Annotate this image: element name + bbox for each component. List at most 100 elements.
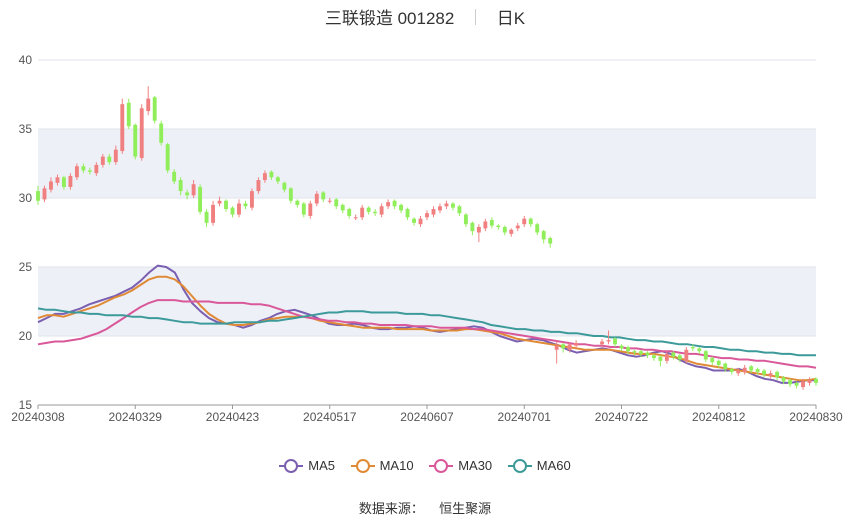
y-tick-label: 30 xyxy=(19,191,33,205)
candle-body xyxy=(360,207,365,218)
grid-band xyxy=(38,267,816,336)
candle-body xyxy=(275,177,280,182)
candle-body xyxy=(386,202,391,207)
candle-body xyxy=(723,363,728,370)
candle-body xyxy=(749,366,754,371)
candle-body xyxy=(762,370,767,375)
candle-body xyxy=(671,352,676,357)
candle-body xyxy=(509,229,514,234)
candle-body xyxy=(528,218,533,225)
candle-body xyxy=(81,166,86,171)
candle-body xyxy=(768,373,773,377)
candle-body xyxy=(600,341,604,345)
y-tick-label: 35 xyxy=(19,122,33,136)
candle-body xyxy=(716,360,721,365)
candle-body xyxy=(185,192,190,196)
candle-body xyxy=(807,380,812,383)
candle-body xyxy=(677,355,682,360)
candle-body xyxy=(632,351,637,353)
legend-item-ma10[interactable]: MA10 xyxy=(350,458,414,473)
candle-body xyxy=(710,358,715,363)
legend-item-ma30[interactable]: MA30 xyxy=(429,458,492,473)
candle-body xyxy=(690,347,695,349)
candle-body xyxy=(788,380,793,385)
candle-body xyxy=(198,186,203,212)
candle-body xyxy=(697,348,702,352)
candle-body xyxy=(211,204,215,223)
period-label: 日K xyxy=(496,9,526,28)
x-tick-label: 20240812 xyxy=(692,410,746,424)
candle-body xyxy=(541,231,546,240)
candle-body xyxy=(476,226,481,233)
candle-body xyxy=(68,175,73,187)
x-tick-label: 20240517 xyxy=(303,410,357,424)
candle-body xyxy=(327,200,332,202)
legend-marker-icon xyxy=(429,458,454,473)
candle-body xyxy=(178,180,183,192)
candle-body xyxy=(619,345,624,349)
candle-body xyxy=(613,338,617,345)
candle-body xyxy=(288,188,293,201)
candle-body xyxy=(645,352,650,356)
candle-body xyxy=(664,353,669,361)
candle-body xyxy=(814,378,818,383)
candle-body xyxy=(74,166,79,178)
x-tick-label: 20240423 xyxy=(206,410,260,424)
candle-body xyxy=(49,181,53,190)
y-tick-label: 15 xyxy=(19,398,33,412)
candle-body xyxy=(496,225,501,227)
x-tick-label: 20240701 xyxy=(498,410,552,424)
candle-body xyxy=(379,206,384,215)
candle-body xyxy=(159,123,164,143)
candle-body xyxy=(87,170,92,172)
candle-body xyxy=(606,340,611,342)
grid-band xyxy=(38,129,816,198)
candle-body xyxy=(483,221,488,229)
candle-body xyxy=(781,377,786,382)
candle-body xyxy=(431,209,436,215)
candle-body xyxy=(444,203,449,207)
candle-body xyxy=(626,347,630,352)
candle-body xyxy=(639,351,643,354)
chart-title: 三联锻造 001282 日K xyxy=(0,4,850,29)
candle-body xyxy=(703,351,708,360)
candle-body xyxy=(146,98,151,112)
candle-body xyxy=(489,220,494,226)
candle-body xyxy=(191,184,196,196)
candle-body xyxy=(126,102,131,127)
legend-item-ma60[interactable]: MA60 xyxy=(507,458,571,473)
candle-body xyxy=(651,355,656,359)
candle-body xyxy=(736,370,741,374)
candle-body xyxy=(438,206,442,211)
legend-label: MA60 xyxy=(536,458,571,473)
candle-body xyxy=(230,207,235,215)
legend-marker-icon xyxy=(350,458,375,473)
candle-body xyxy=(165,144,170,171)
data-source: 数据来源： 恒生聚源 xyxy=(0,498,850,517)
candle-body xyxy=(405,209,410,218)
candle-body xyxy=(61,177,66,187)
candle-body xyxy=(204,211,209,223)
legend-label: MA5 xyxy=(308,458,335,473)
candle-body xyxy=(418,218,423,225)
candle-body xyxy=(755,369,760,372)
legend-item-ma5[interactable]: MA5 xyxy=(279,458,335,473)
candle-body xyxy=(425,213,429,218)
candle-body xyxy=(729,369,734,372)
candle-body xyxy=(373,211,378,214)
candle-body xyxy=(463,214,468,225)
candle-body xyxy=(256,180,261,192)
y-tick-label: 20 xyxy=(19,329,33,343)
candle-body xyxy=(295,200,300,205)
ma-line-ma60 xyxy=(37,307,816,357)
candle-body xyxy=(574,342,579,346)
candle-body xyxy=(775,371,780,378)
candle-body xyxy=(139,108,144,158)
candle-body xyxy=(282,182,287,190)
candle-body xyxy=(42,188,47,200)
candle-body xyxy=(217,200,222,204)
candle-body xyxy=(308,203,313,216)
candle-body xyxy=(399,204,404,211)
legend-marker-icon xyxy=(279,458,304,473)
candle-body xyxy=(567,344,572,350)
